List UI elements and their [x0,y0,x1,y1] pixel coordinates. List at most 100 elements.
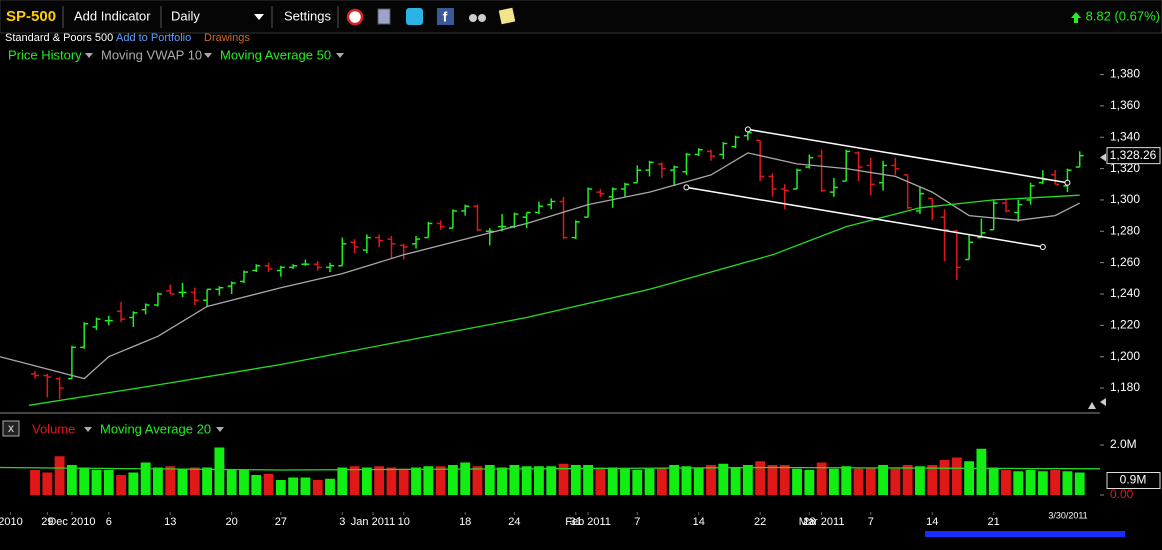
volume-bar [325,478,335,495]
volume-bar [583,465,594,495]
volume-bar [300,477,311,495]
legend-volume[interactable]: Volume [32,421,75,436]
volume-bar [103,470,114,495]
drawings[interactable]: Drawings [204,32,250,44]
last-price-arrow [1100,153,1106,162]
add-indicator[interactable]: Add Indicator [74,8,151,23]
volume-bar [1062,471,1073,495]
volume-bar [423,466,434,495]
volume-bar [1074,472,1085,495]
add-to-portfolio[interactable]: Add to Portfolio [116,32,191,44]
legend-vwap[interactable]: Moving VWAP 10 [101,47,202,62]
close-pane[interactable] [2,420,20,437]
trendline [747,128,1068,184]
volume-bar [976,448,987,495]
moving-average [0,466,1101,471]
volume-bar [386,467,397,495]
dropdown-arrow[interactable] [216,427,224,432]
volume-bar [66,465,77,495]
volume-bar [632,470,643,495]
volume-bar [177,468,188,495]
volume-bar [779,465,790,495]
toolbar [0,0,1162,34]
dropdown-arrow[interactable] [85,53,93,58]
pane-arrow[interactable] [1088,402,1096,409]
dropdown-arrow[interactable] [254,14,264,20]
volume-bar [890,468,901,495]
y-tick-label: 1,220 [1110,318,1140,332]
y-tick-label: 1,260 [1110,255,1140,269]
volume-bar [644,468,655,495]
alert-icon[interactable] [346,8,364,26]
volume-bar [816,462,827,495]
current-value-label: 0.9M [1120,473,1147,487]
y-tick-label: 1,360 [1110,98,1140,112]
x-tick-label: 14 [926,516,938,528]
settings[interactable]: Settings [284,8,331,23]
volume-bar [189,467,200,495]
volume-bar [91,470,102,495]
up-arrow [1071,12,1081,23]
interval[interactable]: Daily [171,8,200,23]
facebook-icon[interactable] [437,8,454,25]
volume-bar [54,456,65,495]
trendline-handle [744,126,751,133]
volume-bar [447,465,458,495]
volume-bar [153,467,163,495]
dropdown-arrow[interactable] [84,427,92,432]
news-icon[interactable] [377,8,391,25]
note-icon[interactable] [498,7,516,25]
y-tick-label: 1,240 [1110,286,1140,300]
pane-arrow[interactable] [1100,398,1106,406]
volume-bar [1050,470,1061,495]
binocular-icon[interactable] [469,14,477,22]
scrollbar[interactable] [925,531,1125,537]
volume-bar [509,465,520,495]
y-tick-label: 2.0M [1110,437,1137,451]
volume-bar [828,468,839,495]
volume-bar [558,463,569,495]
volume-bar [140,462,151,495]
volume-bar [312,480,323,495]
volume-bar [1001,470,1011,495]
volume-bar [964,461,975,495]
x-tick-label: 21 [988,516,1000,528]
volume-bar [865,467,876,495]
date-label: 3/30/2011 [1048,510,1087,520]
close-glyph: x [8,421,14,435]
volume-bar [546,466,557,495]
y-tick-label: 1,180 [1110,380,1140,394]
facebook-glyph: f [443,9,448,25]
volume-bar [742,465,753,495]
twitter-icon[interactable] [406,8,423,25]
volume-bar [951,457,962,495]
volume-bar [472,466,483,495]
x-tick-label: 20 [226,516,238,528]
y-tick-label: 1,200 [1110,349,1140,363]
dropdown-arrow[interactable] [204,53,212,58]
current-value: 1,328.26 [1106,147,1161,165]
volume-bar [988,467,999,495]
volume-bar [30,470,40,495]
volume-bar [337,467,348,495]
x-tick-label: 2010 [0,516,23,528]
legend-price[interactable]: Price History [8,47,82,62]
volume-bar [534,466,544,495]
x-tick-label: 31 [570,516,582,528]
symbol[interactable]: SP-500 [6,8,56,25]
volume-bar [202,467,213,495]
x-tick-label: 22 [754,516,766,528]
trendline-handle [1039,243,1046,250]
volume-bar [497,467,507,495]
dropdown-arrow[interactable] [336,53,344,58]
volume-bar [239,470,249,495]
volume-bar [792,468,802,495]
volume-bar [288,477,299,495]
legend-ma20[interactable]: Moving Average 20 [100,421,211,436]
legend-ma50[interactable]: Moving Average 50 [220,47,331,62]
moving-average [28,194,1080,406]
binocular-icon[interactable] [478,14,486,22]
volume-bar [804,470,815,495]
volume-bar [767,465,778,495]
